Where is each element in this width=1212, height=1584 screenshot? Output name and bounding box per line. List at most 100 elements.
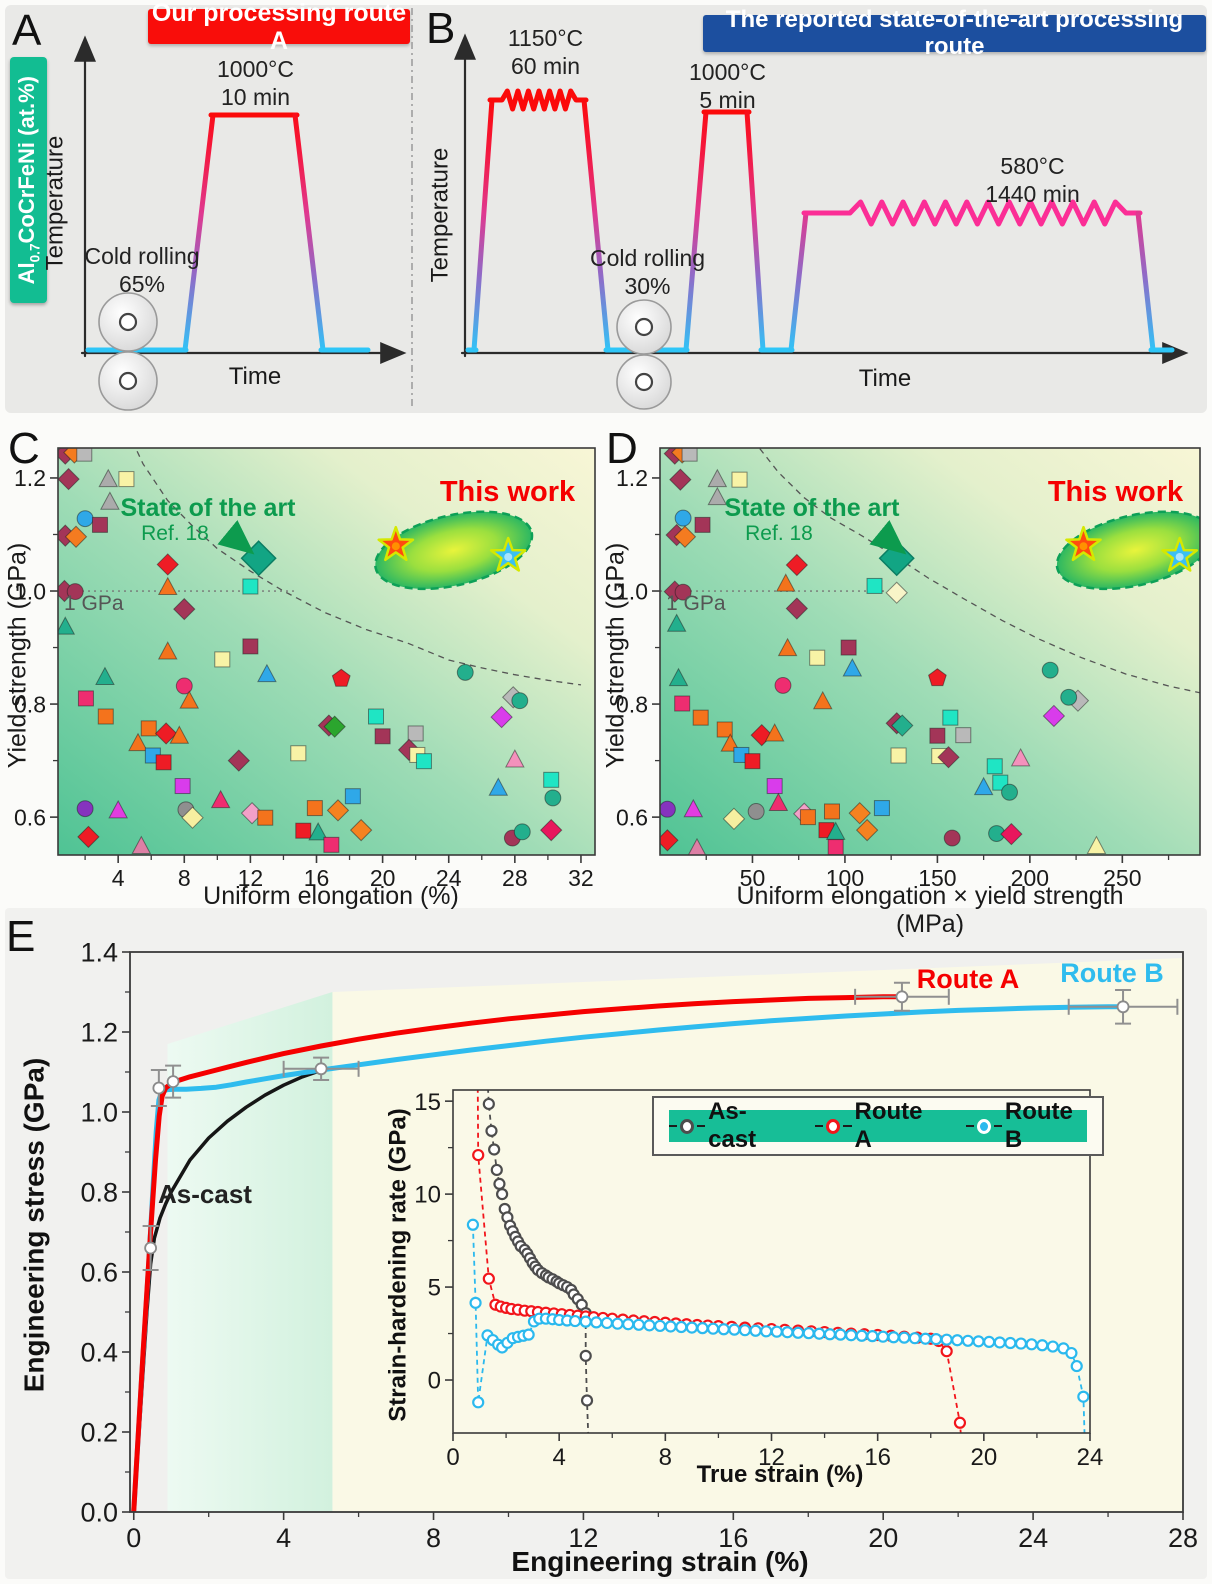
legend-dash-icon xyxy=(993,1124,1002,1128)
panel-d-ref-annotation: Ref. 18 xyxy=(745,522,813,545)
scatter-point xyxy=(323,715,346,738)
y-tick-label: 0.2 xyxy=(80,1418,118,1448)
scatter-point xyxy=(257,663,277,683)
scatter-point xyxy=(973,776,994,796)
x-tick-label: 16 xyxy=(864,1444,891,1471)
b-heat2-edge xyxy=(683,109,709,353)
b-cool3-edge xyxy=(1135,210,1156,353)
y-tick-label: 0.8 xyxy=(14,691,46,717)
as-cast-inset-point xyxy=(579,1349,592,1362)
x-tick-label: 16 xyxy=(718,1523,748,1553)
route-b-inset-point xyxy=(579,1315,592,1328)
as-cast-inset-point xyxy=(493,1177,506,1190)
route-b-inset-point xyxy=(664,1320,677,1333)
scatter-point xyxy=(349,818,373,842)
panel-e-x-axis-title: Engineering strain (%) xyxy=(511,1546,809,1577)
x-tick-label: 50 xyxy=(740,865,766,891)
panel-b-letter: B xyxy=(426,4,456,53)
x-tick-label: 20 xyxy=(970,1444,997,1471)
panel-d-1gpa-label: 1 GPa xyxy=(666,592,726,615)
scatter-point xyxy=(544,789,562,807)
route-b-inset-point xyxy=(522,1328,535,1341)
scatter-point xyxy=(891,714,914,737)
panel-b-age-temp: 580°C xyxy=(1000,153,1065,179)
panel-c-y-axis-title: Yield strength (GPa) xyxy=(3,542,32,768)
x-tick-label: 4 xyxy=(552,1444,565,1471)
route-b-inset-point xyxy=(643,1319,656,1332)
legend-dash-icon xyxy=(965,1124,974,1128)
sota-arrow-icon xyxy=(217,520,255,555)
frontier-dashed-curve xyxy=(134,448,582,686)
route-b-inset-point xyxy=(845,1329,858,1342)
green-band xyxy=(167,992,333,1512)
scatter-point xyxy=(58,616,76,635)
route-b-inset-point xyxy=(919,1332,932,1345)
this-work-ellipse xyxy=(374,510,534,591)
panel-e-letter: E xyxy=(6,912,36,961)
sota-arrow-icon xyxy=(869,520,907,555)
scatter-point xyxy=(173,597,196,621)
y-tick-label: 1.0 xyxy=(14,578,46,604)
y-tick-label: 10 xyxy=(414,1182,441,1209)
scatter-point xyxy=(344,788,361,805)
legend-label-route-b: Route B xyxy=(1004,1098,1073,1153)
legend-item-route-b: Route B xyxy=(965,1098,1087,1154)
scatter-point xyxy=(873,800,890,817)
panel-b-age-time: 1440 min xyxy=(985,181,1080,207)
x-tick-label: 4 xyxy=(276,1523,291,1553)
y-tick-label: 1.4 xyxy=(80,938,118,968)
route-b-inset-point xyxy=(653,1319,667,1333)
panel-c-1gpa-label: 1 GPa xyxy=(64,592,124,615)
x-tick-label: 8 xyxy=(426,1523,441,1553)
scatter-point xyxy=(539,818,563,842)
panel-d-this-work-label: This work xyxy=(1047,476,1184,508)
route-b-inset-point xyxy=(1070,1359,1083,1373)
scatter-point xyxy=(799,809,816,826)
panel-d-sota-annotation: State of the art xyxy=(724,494,900,522)
scatter-point xyxy=(98,468,119,488)
roller-hub-icon xyxy=(118,371,138,391)
scatter-point xyxy=(785,553,809,577)
scatter-point xyxy=(764,723,785,742)
scatter-point xyxy=(157,641,178,660)
x-tick-label: 8 xyxy=(659,1444,672,1471)
scatter-point xyxy=(942,709,959,726)
route-b-inset-point xyxy=(1065,1346,1078,1360)
as-cast-curve-label: As-cast xyxy=(158,1179,252,1209)
scatter-point xyxy=(131,835,152,854)
scatter-point xyxy=(707,468,728,488)
scatter-point xyxy=(687,837,707,855)
scatter-point xyxy=(890,747,907,764)
route-a-curve-label: Route A xyxy=(916,964,1020,994)
as-cast-inset-point xyxy=(490,1163,503,1177)
scatter-point xyxy=(768,792,789,811)
panel-a-x-axis-title: Time xyxy=(228,363,282,390)
panel-a-cold-rolling-label: Cold rolling xyxy=(84,243,200,269)
panel-e-y-axis-title: Engineering stress (GPa) xyxy=(18,1057,50,1393)
legend-dash-icon xyxy=(669,1124,678,1128)
route-b-inset-point xyxy=(600,1316,614,1330)
x-tick-label: 0 xyxy=(446,1444,459,1471)
panel-a-cold-rolling-pct: 65% xyxy=(118,271,166,297)
scatter-point xyxy=(179,690,200,709)
as-cast-inset-point xyxy=(496,1188,509,1201)
scatter-point xyxy=(812,690,833,710)
route-b-inset-point xyxy=(908,1332,921,1345)
panel-b-peak1-time: 60 min xyxy=(510,53,581,79)
scatter-point xyxy=(674,695,691,712)
scatter-point xyxy=(766,778,783,795)
route-b-inset-point xyxy=(738,1324,752,1337)
panel-b-peak1-temp: 1150°C xyxy=(507,25,584,51)
scatter-point xyxy=(290,745,307,762)
legend-dash-icon xyxy=(815,1124,824,1128)
x-tick-label: 24 xyxy=(1018,1523,1048,1553)
scatter-point xyxy=(415,753,432,770)
scatter-point xyxy=(809,649,826,666)
x-tick-label: 16 xyxy=(304,865,330,891)
y-tick-label: 15 xyxy=(414,1089,441,1116)
scatter-point xyxy=(169,725,190,744)
scatter-point xyxy=(323,836,340,853)
route-b-inset-point xyxy=(1036,1339,1049,1352)
scatter-point xyxy=(744,753,761,770)
scatter-point xyxy=(157,576,178,596)
